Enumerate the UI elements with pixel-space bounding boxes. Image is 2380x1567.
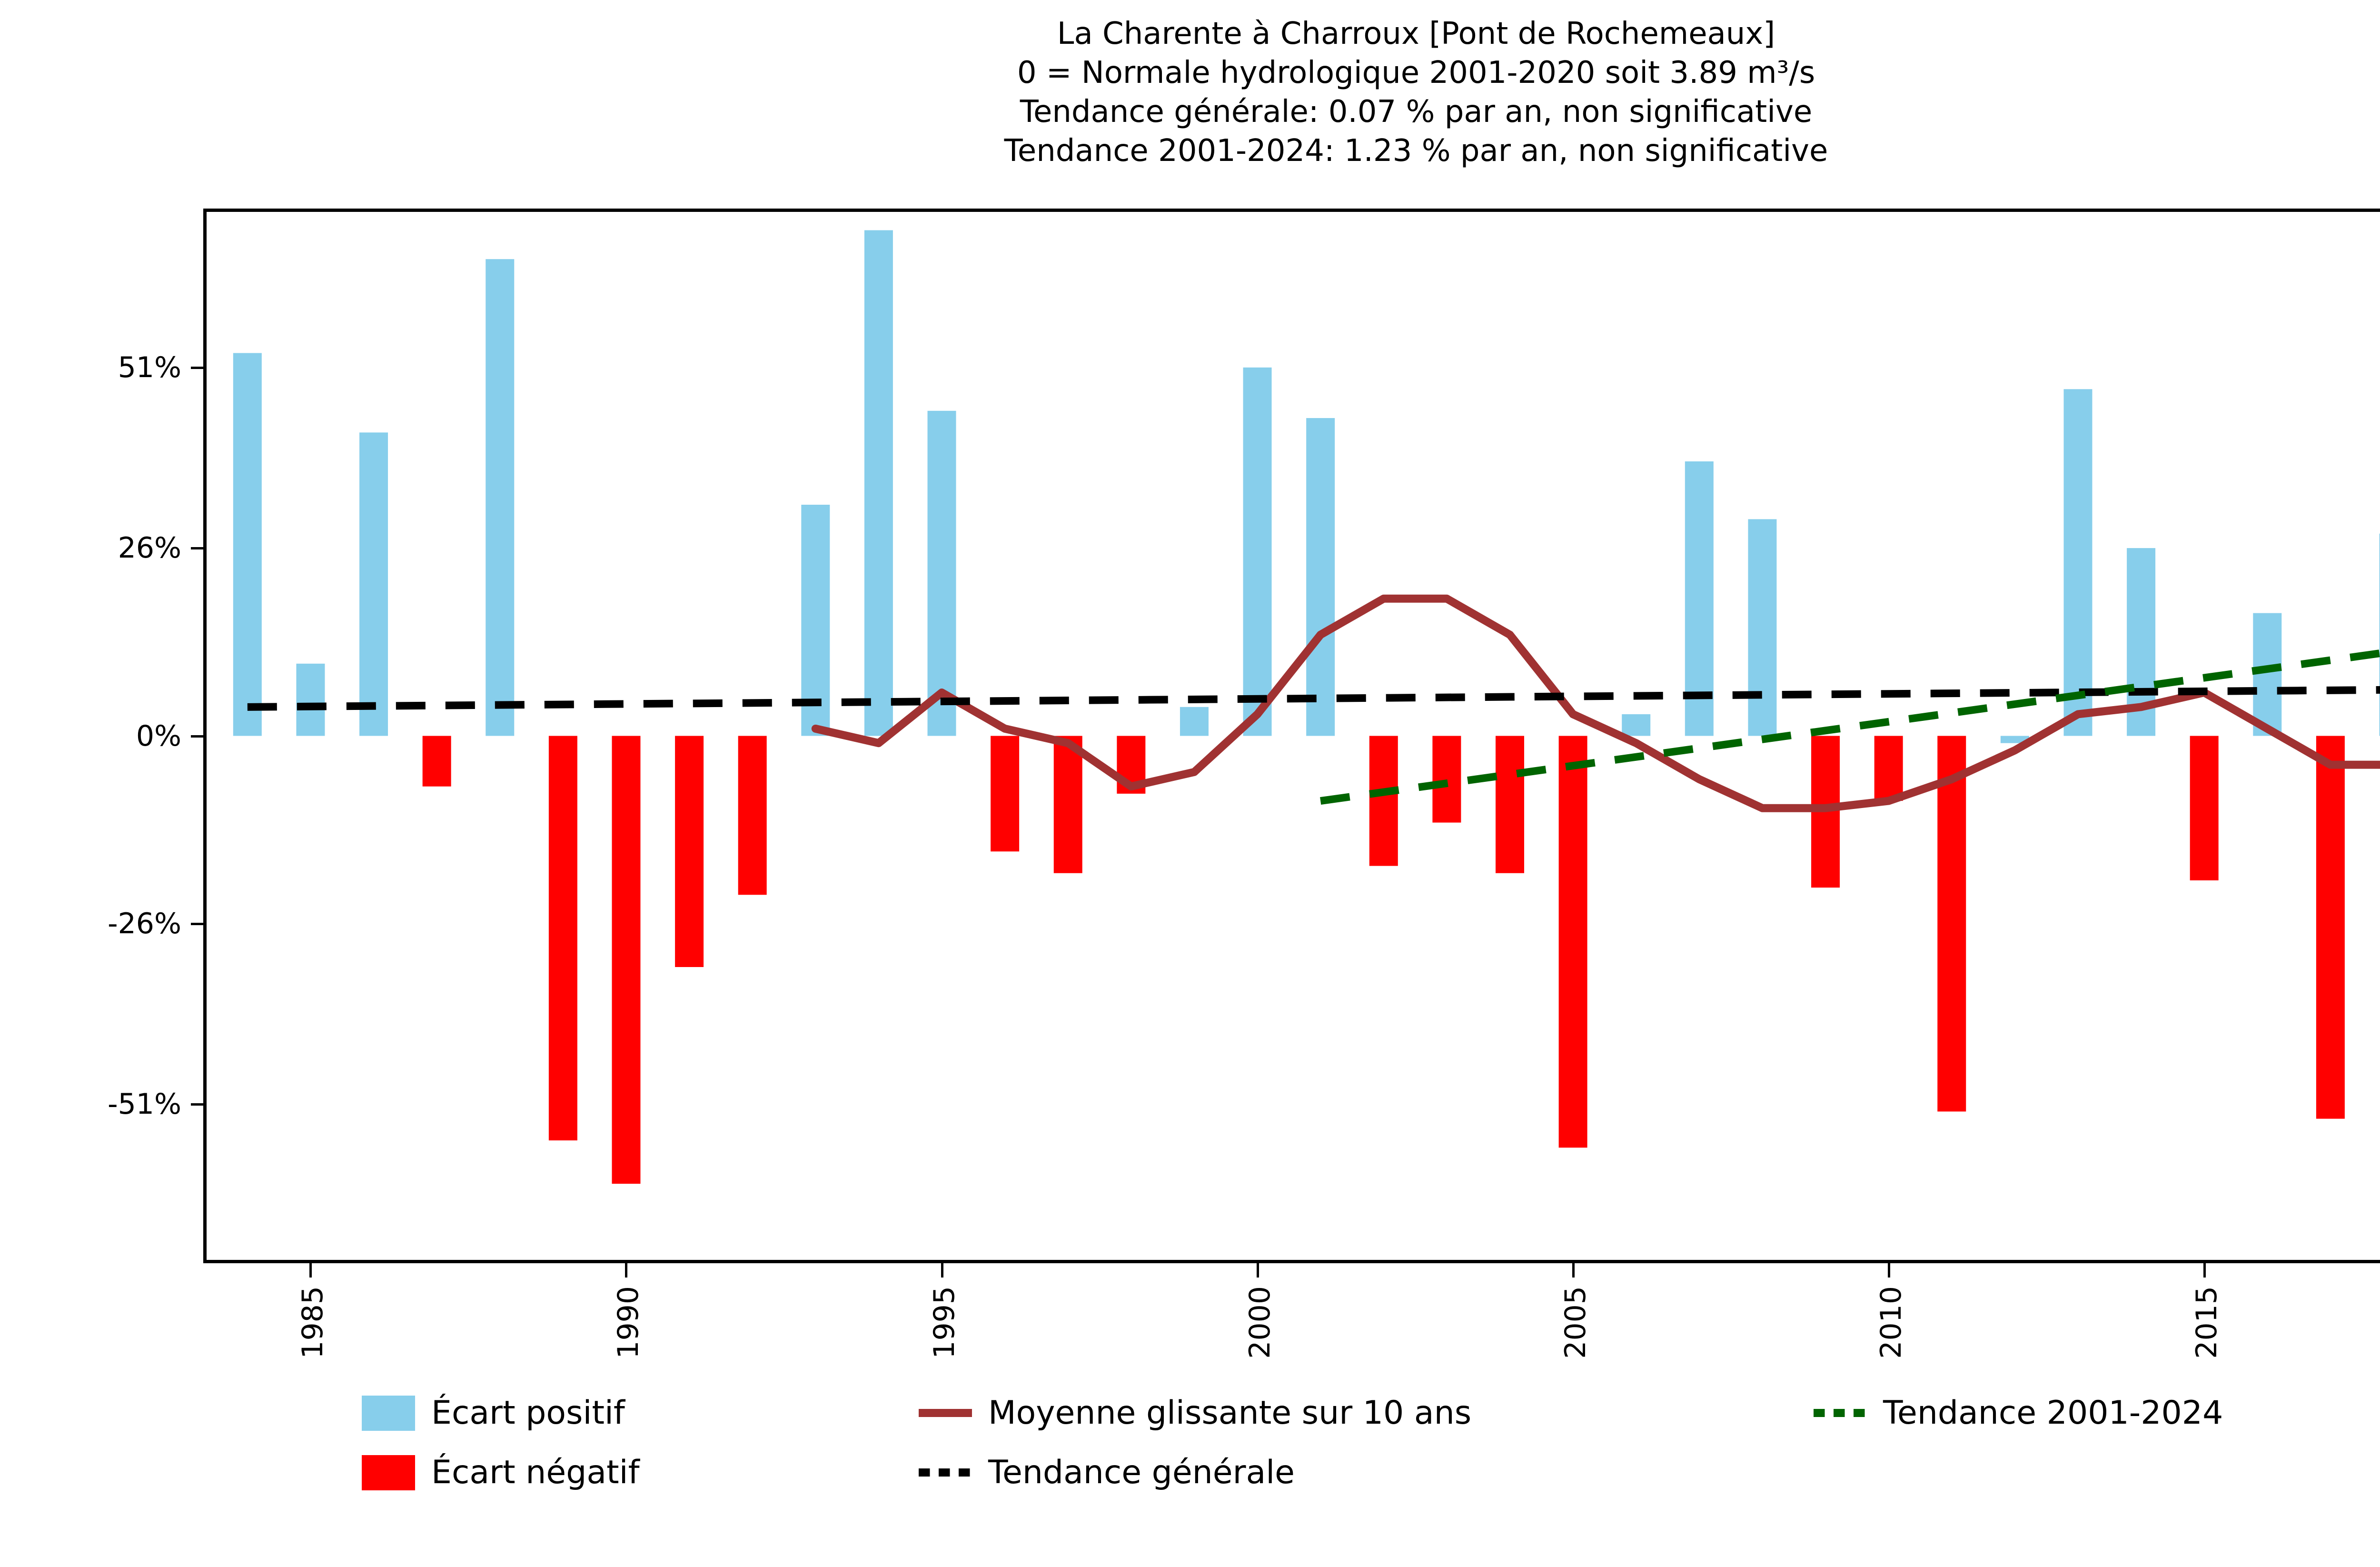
- legend-label-trend-general: Tendance générale: [988, 1454, 1295, 1491]
- chart-legend: Écart positif Moyenne glissante sur 10 a…: [362, 1383, 2380, 1502]
- y-axis-tick--26: -26%: [107, 907, 181, 940]
- chart-title-line-3: Tendance générale: 0.07 % par an, non si…: [1020, 94, 1813, 130]
- bar-2015: [2190, 736, 2219, 880]
- bar-2007: [1685, 461, 1714, 736]
- x-axis-tick-2015: 2015: [2190, 1286, 2223, 1359]
- x-axis-tick-2000: 2000: [1243, 1286, 1277, 1359]
- bar-2012: [2000, 736, 2029, 743]
- y-axis-tick-51: 51%: [118, 350, 181, 384]
- legend-item-trend-general: Tendance générale: [919, 1454, 1295, 1491]
- bar-2002: [1369, 736, 1398, 866]
- x-axis-tickmark: [1572, 1263, 1575, 1278]
- legend-swatch-trend-2001: [1814, 1409, 1867, 1417]
- x-axis-tick-1995: 1995: [927, 1286, 961, 1359]
- x-axis-tickmark: [309, 1263, 312, 1278]
- bar-2017: [2316, 736, 2345, 1119]
- legend-item-trend-2001: Tendance 2001-2024: [1814, 1394, 2223, 1432]
- bar-2000: [1243, 367, 1272, 736]
- bar-1990: [612, 736, 641, 1184]
- bar-2006: [1622, 714, 1651, 736]
- plot-canvas: [233, 230, 2380, 1184]
- bar-1995: [927, 410, 956, 736]
- bar-1986: [359, 432, 388, 736]
- bar-2016: [2253, 613, 2282, 736]
- bar-1985: [296, 663, 325, 736]
- y-axis-tick-0: 0%: [136, 719, 181, 753]
- bar-1992: [738, 736, 767, 895]
- legend-swatch-negative: [362, 1455, 415, 1490]
- y-axis-tickmark: [191, 922, 203, 925]
- bar-2005: [1558, 736, 1587, 1148]
- legend-swatch-positive: [362, 1395, 415, 1431]
- bar-1997: [1053, 736, 1082, 873]
- x-axis-tick-1985: 1985: [296, 1286, 330, 1359]
- x-axis-tickmark: [1887, 1263, 1890, 1278]
- bar-1999: [1180, 707, 1209, 736]
- chart-title-line-4: Tendance 2001-2024: 1.23 % par an, non s…: [1004, 133, 1828, 169]
- bar-2004: [1496, 736, 1524, 873]
- legend-label-negative: Écart négatif: [431, 1454, 640, 1491]
- y-axis-tickmark: [191, 366, 203, 369]
- bar-1993: [801, 505, 830, 736]
- bar-2001: [1306, 418, 1335, 736]
- legend-row-1: Écart positif Moyenne glissante sur 10 a…: [362, 1383, 2380, 1443]
- x-axis-tick-1990: 1990: [612, 1286, 645, 1359]
- bar-2008: [1748, 519, 1777, 736]
- legend-label-rolling: Moyenne glissante sur 10 ans: [988, 1394, 1472, 1432]
- x-axis-tickmark: [2203, 1263, 2206, 1278]
- y-axis-tick--51: -51%: [107, 1088, 181, 1121]
- y-axis-tick-26: 26%: [118, 531, 181, 565]
- chart-title-line-2: 0 = Normale hydrologique 2001-2020 soit …: [1017, 55, 1815, 90]
- series-line-tendance-g-n-rale: [247, 686, 2380, 711]
- bar-1996: [991, 736, 1020, 852]
- bar-1994: [864, 230, 893, 736]
- legend-item-rolling: Moyenne glissante sur 10 ans: [919, 1394, 1814, 1432]
- x-axis-tickmark: [941, 1263, 943, 1278]
- chart-title-block: La Charente à Charroux [Pont de Rochemea…: [0, 14, 2380, 170]
- legend-swatch-rolling: [919, 1409, 972, 1417]
- series-line-moyenne-glissante-sur-10-ans: [811, 594, 2380, 812]
- legend-label-positive: Écart positif: [431, 1394, 625, 1432]
- plot-area: [203, 209, 2380, 1263]
- x-axis-tickmark: [1256, 1263, 1259, 1278]
- legend-label-trend-2001: Tendance 2001-2024: [1883, 1394, 2223, 1432]
- bar-1991: [675, 736, 704, 967]
- bar-2013: [2063, 389, 2092, 736]
- legend-swatch-trend-general: [919, 1468, 972, 1477]
- bar-1988: [486, 259, 515, 736]
- x-axis-tickmark: [625, 1263, 628, 1278]
- bar-1987: [422, 736, 451, 787]
- y-axis-tickmark: [191, 1103, 203, 1106]
- legend-row-2: Écart négatif Tendance générale: [362, 1443, 2380, 1502]
- y-axis-tickmark: [191, 547, 203, 550]
- bar-1989: [548, 736, 577, 1141]
- chart-title-line-1: La Charente à Charroux [Pont de Rochemea…: [1057, 16, 1775, 51]
- bar-1984: [233, 353, 262, 736]
- bar-2010: [1874, 736, 1903, 801]
- x-axis-tick-2010: 2010: [1874, 1286, 1908, 1359]
- bar-2003: [1432, 736, 1461, 823]
- y-axis-tickmark: [191, 735, 203, 738]
- legend-item-positive: Écart positif: [362, 1394, 919, 1432]
- legend-item-negative: Écart négatif: [362, 1454, 919, 1491]
- bar-2011: [1937, 736, 1966, 1112]
- x-axis-tick-2005: 2005: [1558, 1286, 1592, 1359]
